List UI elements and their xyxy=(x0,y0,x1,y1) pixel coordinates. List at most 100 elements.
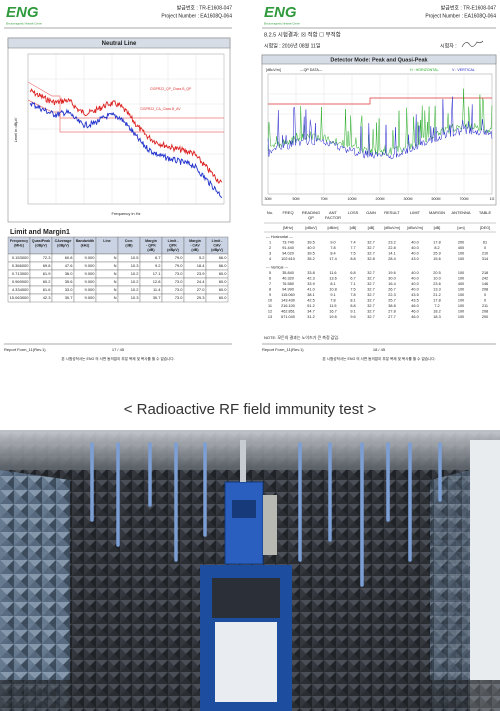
chart-title: Neutral Line xyxy=(102,41,137,47)
limit-table: Frequency(MHz)QuasiPeak(dBµV)CAverage(dB… xyxy=(7,236,229,303)
cell-text: 33.0 xyxy=(65,287,74,292)
header-text: Bandwidth xyxy=(76,239,94,243)
cell-text: 242 xyxy=(482,277,488,281)
cell-text: 218 xyxy=(482,271,488,275)
cell-text: 18.3 xyxy=(433,315,440,319)
cell-text: 100 xyxy=(458,310,464,314)
test-date: 시험일 : 2016년 08월 11일 xyxy=(264,42,321,49)
header-text: Margin xyxy=(189,239,201,243)
cell-text: 40.0 xyxy=(411,271,418,275)
cell-text: 7.4 xyxy=(350,241,355,245)
trace xyxy=(267,88,493,156)
cell-text: 40.320 xyxy=(282,277,294,281)
cell-text: 8.4 xyxy=(330,252,335,256)
unit-text: [dB] xyxy=(434,226,441,230)
x-tick-label: 500M xyxy=(432,197,441,201)
cell-text: 115.060 xyxy=(281,293,294,297)
limit-line xyxy=(27,81,224,119)
x-tick-label: 1G xyxy=(490,197,495,201)
cell-text: 23.9 xyxy=(197,271,206,276)
cell-text: 7.1 xyxy=(350,282,355,286)
cell-text: 100 xyxy=(458,304,464,308)
cell-text: 11.5 xyxy=(329,304,336,308)
cell-text: 40.0 xyxy=(411,282,418,286)
cell-text: 91.440 xyxy=(282,246,294,250)
cell-text: N xyxy=(114,263,117,268)
cell-text: 10.2 xyxy=(131,287,140,292)
cell-text: 17.8 xyxy=(433,241,440,245)
header-text: No. xyxy=(267,210,273,215)
cell-text: 143.430 xyxy=(281,299,295,303)
cell-text: 9.6 xyxy=(350,315,355,319)
cell-text: 27.0 xyxy=(197,287,206,292)
cell-text: 32.7 xyxy=(367,304,374,308)
ferrite-tubes xyxy=(90,442,442,587)
x-axis-label: Frequency in Hz xyxy=(111,211,140,216)
cell-text: 73.0 xyxy=(175,295,184,300)
cell-text: 6.8 xyxy=(350,271,355,275)
cell-text: 61.6 xyxy=(43,287,52,292)
cell-text: 9.000 xyxy=(84,263,95,268)
cell-text: 19.6 xyxy=(388,271,395,275)
cell-text: 13.3 xyxy=(433,288,440,292)
cell-text: 8 xyxy=(269,288,271,292)
cell-text: 23.2 xyxy=(388,241,395,245)
caption: < Radioactive RF field immunity test > xyxy=(124,401,377,418)
cell-text: 32.7 xyxy=(367,299,374,303)
logo: ENG xyxy=(6,4,39,21)
header-text: CAverage xyxy=(55,239,72,243)
cell-text: 7.5 xyxy=(350,288,355,292)
section-label: --- Vertical --- xyxy=(266,266,289,270)
cell-text: 9.1 xyxy=(330,293,335,297)
unit-text: [dBuV] xyxy=(305,226,316,230)
chart-title: Detector Mode: Peak and Quasi-Peak xyxy=(330,57,428,63)
header-text: TABLE xyxy=(479,210,492,215)
header-text: LIMIT xyxy=(410,210,421,215)
cell-text: 40.0 xyxy=(411,277,418,281)
project-no: Project Number : EA1608Q-064 xyxy=(161,13,232,19)
cell-text: 12 xyxy=(268,310,272,314)
x-tick-label: 100M xyxy=(348,197,357,201)
cell-text: N xyxy=(114,287,117,292)
unit-text: [dBuV/m] xyxy=(384,226,400,230)
x-tick-label: 300M xyxy=(404,197,413,201)
cell-text: 60.2 xyxy=(43,279,52,284)
cell-text: 32.7 xyxy=(367,288,374,292)
cable xyxy=(240,440,246,482)
unit-text: [dB] xyxy=(368,226,375,230)
cell-text: 0.713000 xyxy=(12,271,29,276)
cell-text: 216.100 xyxy=(281,304,295,308)
footer-form: Report Form_11(Rev.1) xyxy=(262,347,304,352)
cell-text: 42.3 xyxy=(43,295,52,300)
cell-text: 11 xyxy=(268,304,272,308)
cell-text: 7.2 xyxy=(434,304,439,308)
cell-text: 32.7 xyxy=(367,282,374,286)
cell-text: 4 xyxy=(269,257,271,261)
cell-text: 60.0 xyxy=(219,295,228,300)
cell-text: 33.9 xyxy=(307,282,314,286)
cell-text: 9.000 xyxy=(84,287,95,292)
cell-text: 72.3 xyxy=(43,255,52,260)
x-tick-label: 200M xyxy=(376,197,385,201)
result-line: 8.2.5 시험결과: ☒ 적합 ☐ 부적합 xyxy=(264,30,341,38)
cell-text: 40.0 xyxy=(411,252,418,256)
logo-sub: Electromagnetic Network Center xyxy=(264,23,300,26)
cell-text: 211 xyxy=(482,304,488,308)
chamber-photo xyxy=(0,430,500,711)
header-text: (dB) xyxy=(191,248,199,252)
cell-text: 69.8 xyxy=(43,263,52,268)
note: NOTE: 모든의 결과는 노이즈가 큰 측정 값임. xyxy=(264,334,339,340)
legend-entry: H : HORIZONTAL xyxy=(410,68,439,72)
ceiling xyxy=(0,430,500,470)
cell-text: 13.6 xyxy=(329,277,336,281)
cell-text: 27.7 xyxy=(388,315,395,319)
cell-text: 36.0 xyxy=(65,271,74,276)
legend-entry: V : VERTICAL xyxy=(452,68,475,72)
side-wall xyxy=(430,470,470,711)
footer-notice: 본 시험성적서는 ENG 의 서면 동의없이 부분 복제 및 복사를 할 수 없… xyxy=(322,356,435,361)
trace xyxy=(29,101,223,199)
cell-text: 10.5 xyxy=(131,255,140,260)
cell-text: 18.2 xyxy=(433,310,440,314)
header-text: ANTENNA xyxy=(451,210,470,215)
cell-text: 8.1 xyxy=(350,299,355,303)
